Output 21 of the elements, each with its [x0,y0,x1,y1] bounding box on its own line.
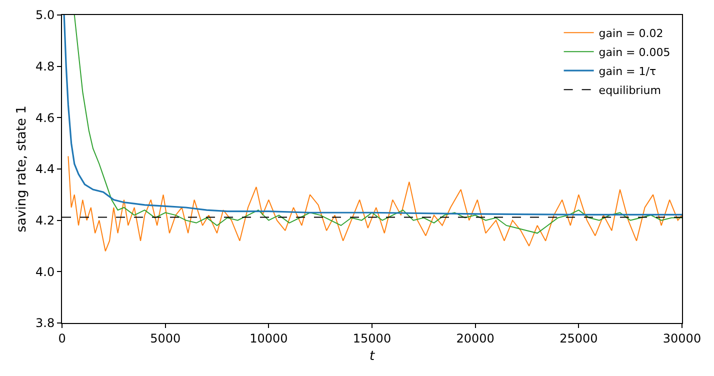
legend-label: gain = 0.02 [598,26,664,40]
x-tick-label: 15000 [352,331,392,346]
y-axis-title: saving rate, state 1 [14,106,30,232]
y-tick-label: 4.8 [36,60,55,74]
x-tick-label: 10000 [250,331,288,346]
legend-label: equilibrium [598,84,661,97]
y-tick-label: 5.0 [36,8,55,22]
y-tick-label: 4.0 [36,264,55,279]
x-tick-label: 25000 [560,331,598,346]
line-series [68,156,682,252]
y-tick-label: 4.6 [36,110,55,125]
legend-label: gain = 0.005 [598,46,670,59]
y-tick-label: 4.2 [36,214,55,228]
x-axis-title: t [369,349,376,364]
x-tick-label: 0 [58,331,66,346]
x-tick-label: 30000 [662,331,702,346]
legend-label: gain = 1/τ [598,64,656,78]
y-tick-label: 4.4 [36,162,55,176]
x-tick-label: 5000 [150,331,181,346]
x-tick-label: 20000 [456,331,494,346]
y-tick-label: 3.8 [36,316,55,330]
